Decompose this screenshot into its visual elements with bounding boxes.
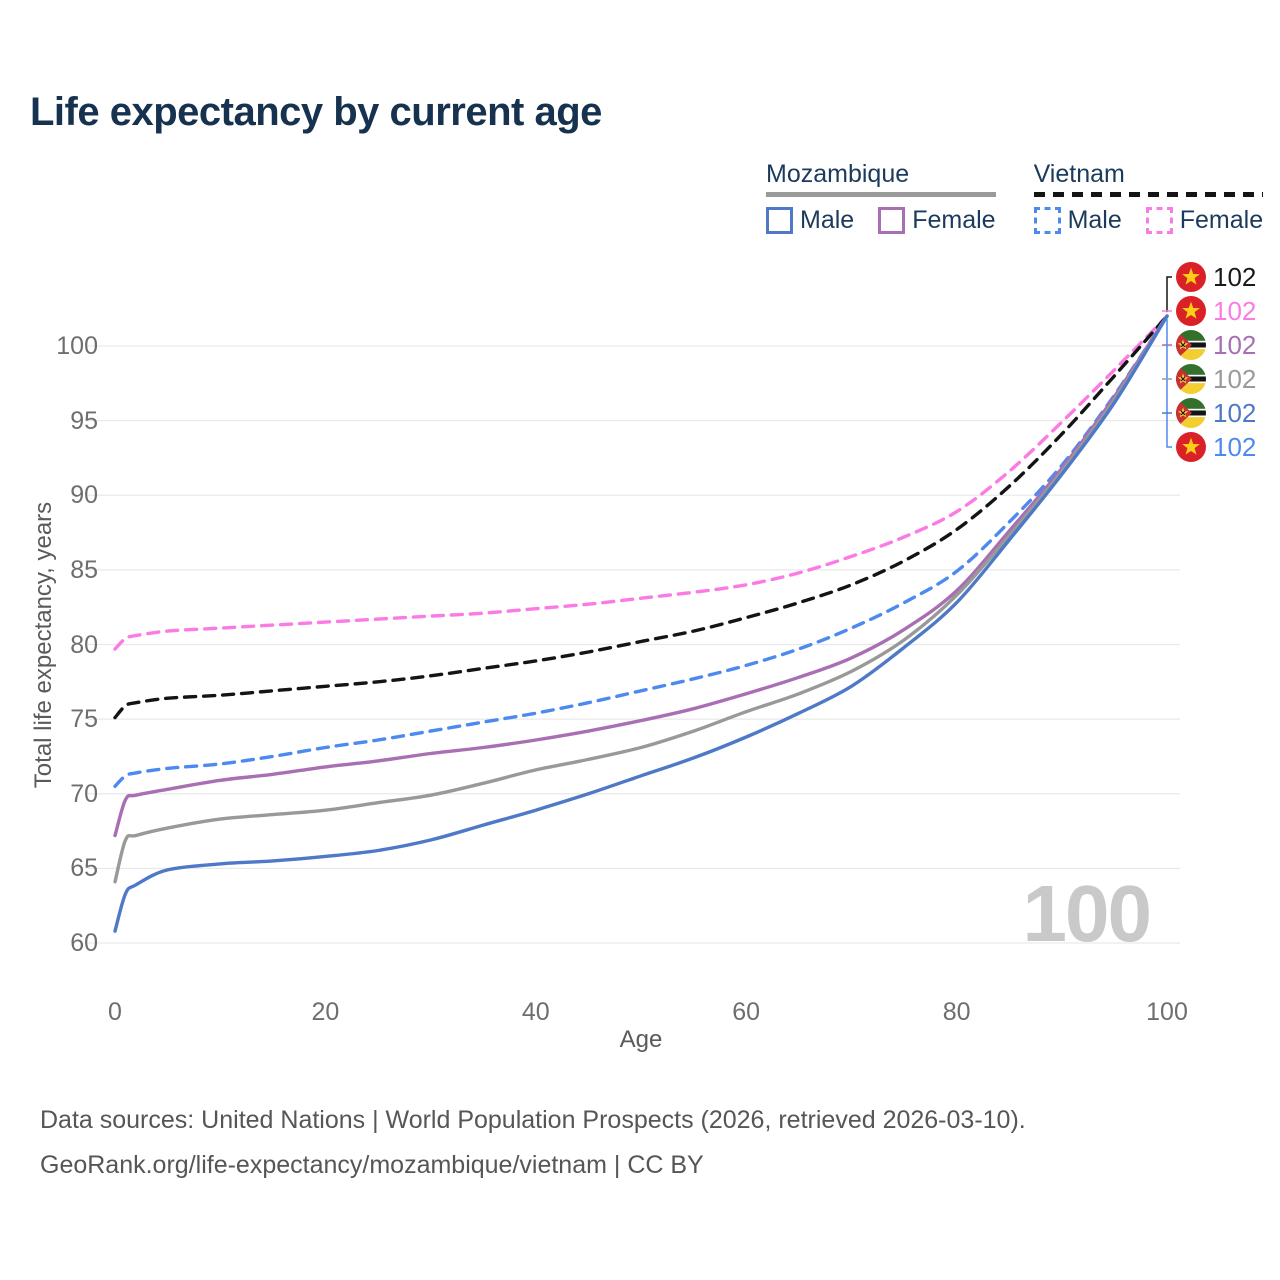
end-value-vietnam-total: 102 xyxy=(1213,261,1257,292)
end-value-mozambique-total: 102 xyxy=(1213,363,1257,394)
legend: Mozambique Male Female Vietnam Male xyxy=(766,160,1264,235)
y-tick-70: 70 xyxy=(70,779,98,808)
leader-line-vietnam-total xyxy=(1166,276,1172,313)
mozambique-flag-icon xyxy=(1176,398,1206,428)
y-tick-100: 100 xyxy=(56,332,98,360)
x-tick-100: 100 xyxy=(1146,998,1188,1026)
mozambique-male-swatch-icon xyxy=(766,207,793,234)
attribution-text: GeoRank.org/life-expectancy/mozambique/v… xyxy=(40,1151,704,1179)
legend-group-mozambique: Mozambique Male Female xyxy=(766,160,996,235)
series-line-vietnam-total[interactable] xyxy=(113,314,1169,720)
y-tick-80: 80 xyxy=(70,630,98,659)
vietnam-male-swatch-icon xyxy=(1033,207,1061,234)
series-line-mozambique-total[interactable] xyxy=(113,314,1169,884)
y-tick-85: 85 xyxy=(70,555,98,584)
x-tick-0: 0 xyxy=(108,998,122,1026)
vietnam-line-sample xyxy=(1033,192,1264,197)
legend-label-mozambique-male: Male xyxy=(800,206,855,234)
legend-label-vietnam-male: Male xyxy=(1067,206,1122,234)
x-tick-20: 20 xyxy=(311,998,340,1026)
end-value-mozambique-female: 102 xyxy=(1213,329,1257,360)
end-label-row-vietnam-female[interactable]: 102 xyxy=(1176,294,1256,328)
end-label-row-mozambique-female[interactable]: 102 xyxy=(1176,328,1256,362)
x-axis-title: Age xyxy=(619,1026,663,1053)
legend-label-vietnam-female: Female xyxy=(1179,206,1264,234)
mozambique-flag-icon xyxy=(1176,364,1206,394)
mozambique-flag-icon xyxy=(1176,330,1206,360)
vietnam-flag-icon xyxy=(1176,432,1206,462)
legend-group-vietnam: Vietnam Male Female xyxy=(1033,160,1264,235)
leader-line-vietnam-male xyxy=(1166,319,1172,448)
y-tick-60: 60 xyxy=(70,929,98,957)
legend-label-mozambique-female: Female xyxy=(912,206,996,234)
legend-country-mozambique[interactable]: Mozambique xyxy=(766,160,910,188)
y-tick-95: 95 xyxy=(70,406,98,435)
end-label-row-mozambique-total[interactable]: 102 xyxy=(1176,362,1256,396)
y-axis-title: Total life expectancy, years xyxy=(30,501,57,789)
data-sources-text: Data sources: United Nations | World Pop… xyxy=(40,1106,1026,1134)
series-line-vietnam-male[interactable] xyxy=(113,314,1169,788)
legend-item-vietnam-male[interactable]: Male xyxy=(1033,206,1122,235)
end-value-vietnam-male: 102 xyxy=(1213,431,1257,462)
series-line-mozambique-male[interactable] xyxy=(113,314,1169,933)
legend-item-mozambique-male[interactable]: Male xyxy=(766,206,854,235)
series-line-mozambique-female[interactable] xyxy=(113,314,1169,838)
footer: Data sources: United Nations | World Pop… xyxy=(40,1106,1026,1196)
age-counter-watermark: 100 xyxy=(1022,869,1152,958)
vietnam-flag-icon xyxy=(1176,296,1206,326)
y-tick-90: 90 xyxy=(70,481,98,510)
y-tick-75: 75 xyxy=(70,705,98,734)
x-tick-80: 80 xyxy=(942,998,971,1026)
vietnam-flag-icon xyxy=(1176,262,1206,292)
end-value-mozambique-male: 102 xyxy=(1213,397,1257,428)
end-label-row-vietnam-total[interactable]: 102 xyxy=(1176,260,1256,294)
series-line-vietnam-female[interactable] xyxy=(113,314,1169,651)
end-label-row-mozambique-male[interactable]: 102 xyxy=(1176,396,1256,430)
chart-title: Life expectancy by current age xyxy=(30,90,602,134)
end-value-vietnam-female: 102 xyxy=(1213,295,1257,326)
y-tick-65: 65 xyxy=(70,854,98,883)
x-tick-60: 60 xyxy=(732,998,761,1026)
mozambique-line-sample xyxy=(766,192,996,197)
mozambique-female-swatch-icon xyxy=(878,207,906,234)
vietnam-female-swatch-icon xyxy=(1145,207,1173,234)
legend-item-vietnam-female[interactable]: Female xyxy=(1145,206,1264,235)
legend-country-vietnam[interactable]: Vietnam xyxy=(1033,160,1125,188)
legend-item-mozambique-female[interactable]: Female xyxy=(878,206,996,235)
x-tick-40: 40 xyxy=(521,998,550,1026)
end-label-row-vietnam-male[interactable]: 102 xyxy=(1176,430,1256,464)
